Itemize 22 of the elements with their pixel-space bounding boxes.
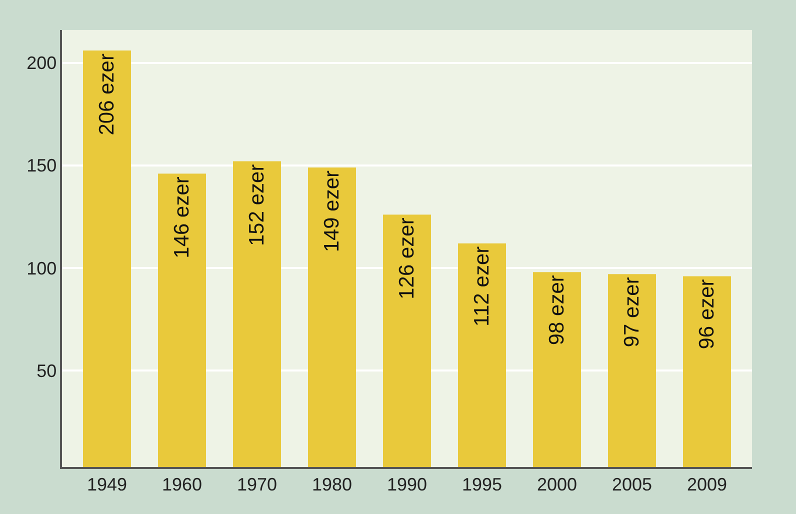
x-tick-label: 1995: [462, 474, 502, 494]
x-tick-label: 2009: [686, 474, 728, 494]
data-label: 152 ezer: [246, 164, 268, 246]
data-label: 149 ezer: [320, 170, 344, 252]
y-tick-label: 200: [26, 53, 57, 74]
x-tick-label: 1990: [386, 474, 428, 494]
y-tick-label: 100: [26, 258, 57, 278]
data-label: 146 ezer: [170, 176, 194, 258]
data-label: 126 ezer: [396, 218, 418, 300]
y-tick-label: 50: [36, 360, 57, 381]
x-tick-label: 1970: [236, 474, 278, 494]
data-label: 112 ezer: [470, 246, 494, 327]
x-tick-label: 1960: [162, 474, 202, 494]
data-label: 97 ezer: [620, 277, 644, 348]
data-label: 98 ezer: [546, 275, 568, 346]
x-tick-label: 1949: [86, 474, 128, 494]
x-tick-label: 2005: [612, 474, 652, 494]
data-label: 206 ezer: [96, 54, 118, 136]
x-tick-label: 1980: [312, 474, 352, 494]
data-label: 96 ezer: [696, 279, 718, 350]
y-tick-label: 150: [26, 156, 57, 176]
x-tick-label: 2000: [536, 474, 578, 494]
